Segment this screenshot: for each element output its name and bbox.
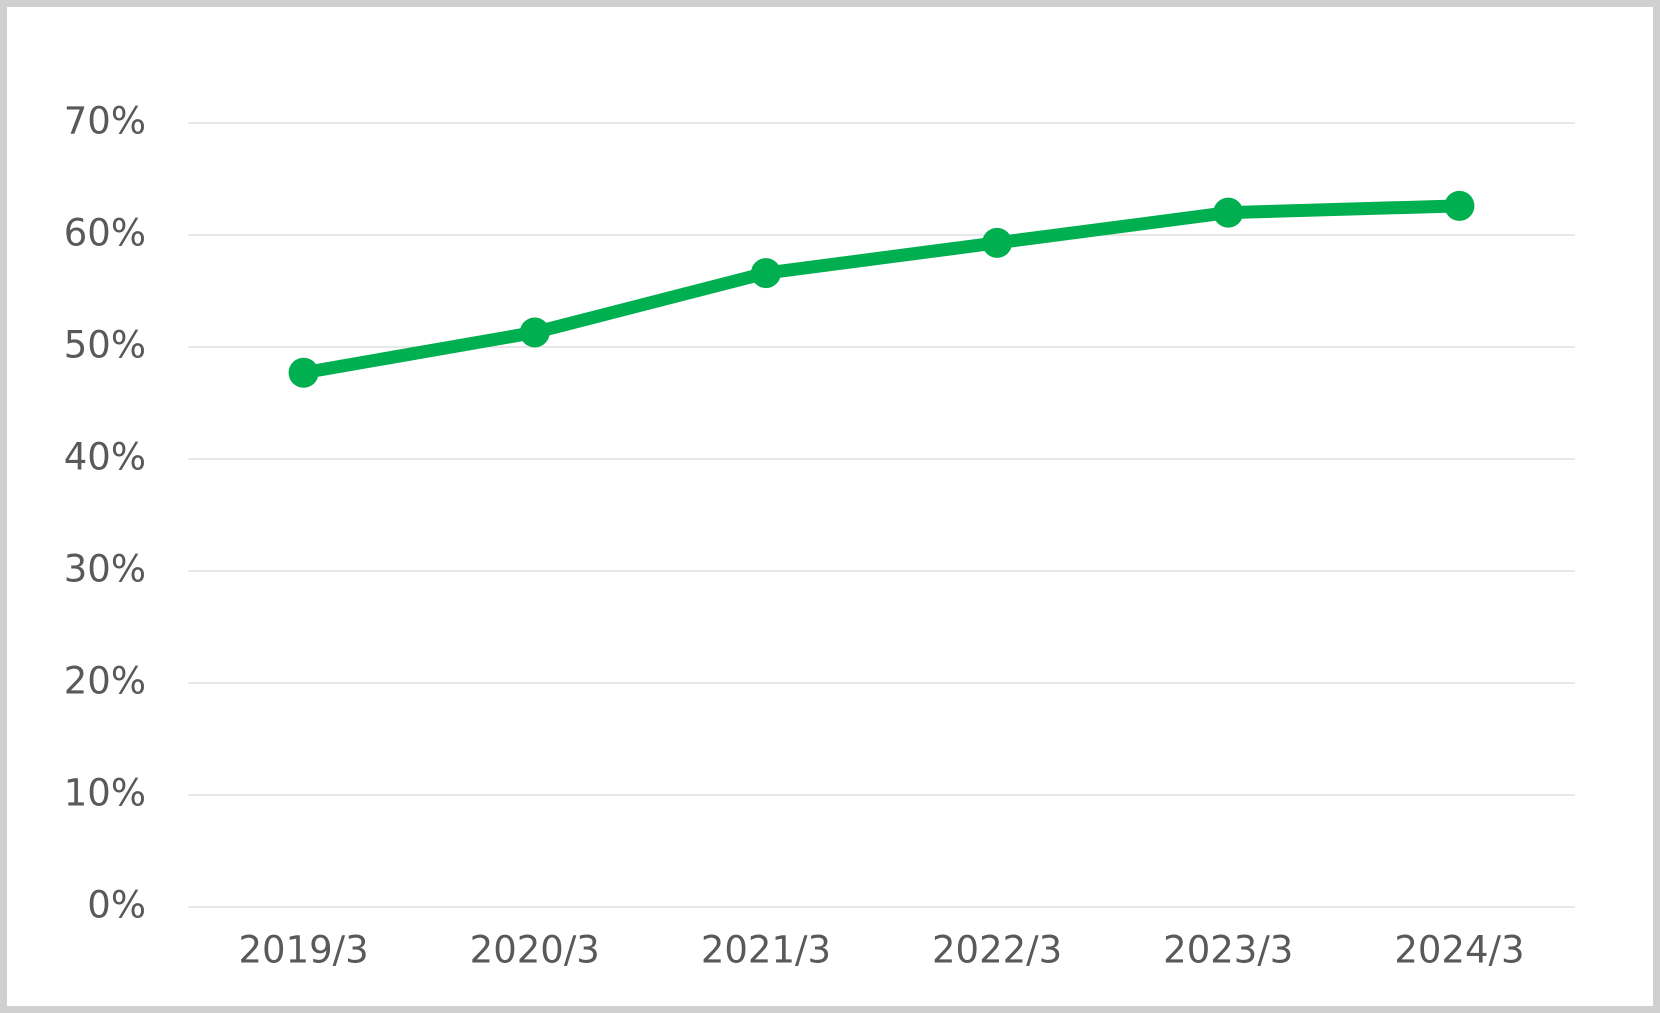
y-tick-label: 30% <box>64 548 146 591</box>
marker <box>1444 190 1475 221</box>
series-line <box>302 199 1460 380</box>
y-tick-label: 70% <box>64 100 146 143</box>
x-tick-label: 2023/3 <box>1163 929 1293 972</box>
y-tick-label: 60% <box>64 212 146 255</box>
marker <box>519 317 550 348</box>
y-tick-label: 50% <box>64 324 146 367</box>
x-tick-label: 2019/3 <box>238 929 368 972</box>
marker <box>288 357 319 388</box>
x-tick-label: 2021/3 <box>701 929 831 972</box>
y-tick-label: 0% <box>87 884 146 927</box>
marker <box>982 227 1013 258</box>
y-tick-label: 20% <box>64 660 146 703</box>
x-tick-label: 2020/3 <box>470 929 600 972</box>
y-tick-label: 10% <box>64 772 146 815</box>
marker <box>1213 197 1244 228</box>
x-tick-label: 2022/3 <box>932 929 1062 972</box>
marker <box>750 258 781 289</box>
x-tick-label: 2024/3 <box>1394 929 1524 972</box>
y-tick-label: 40% <box>64 436 146 479</box>
